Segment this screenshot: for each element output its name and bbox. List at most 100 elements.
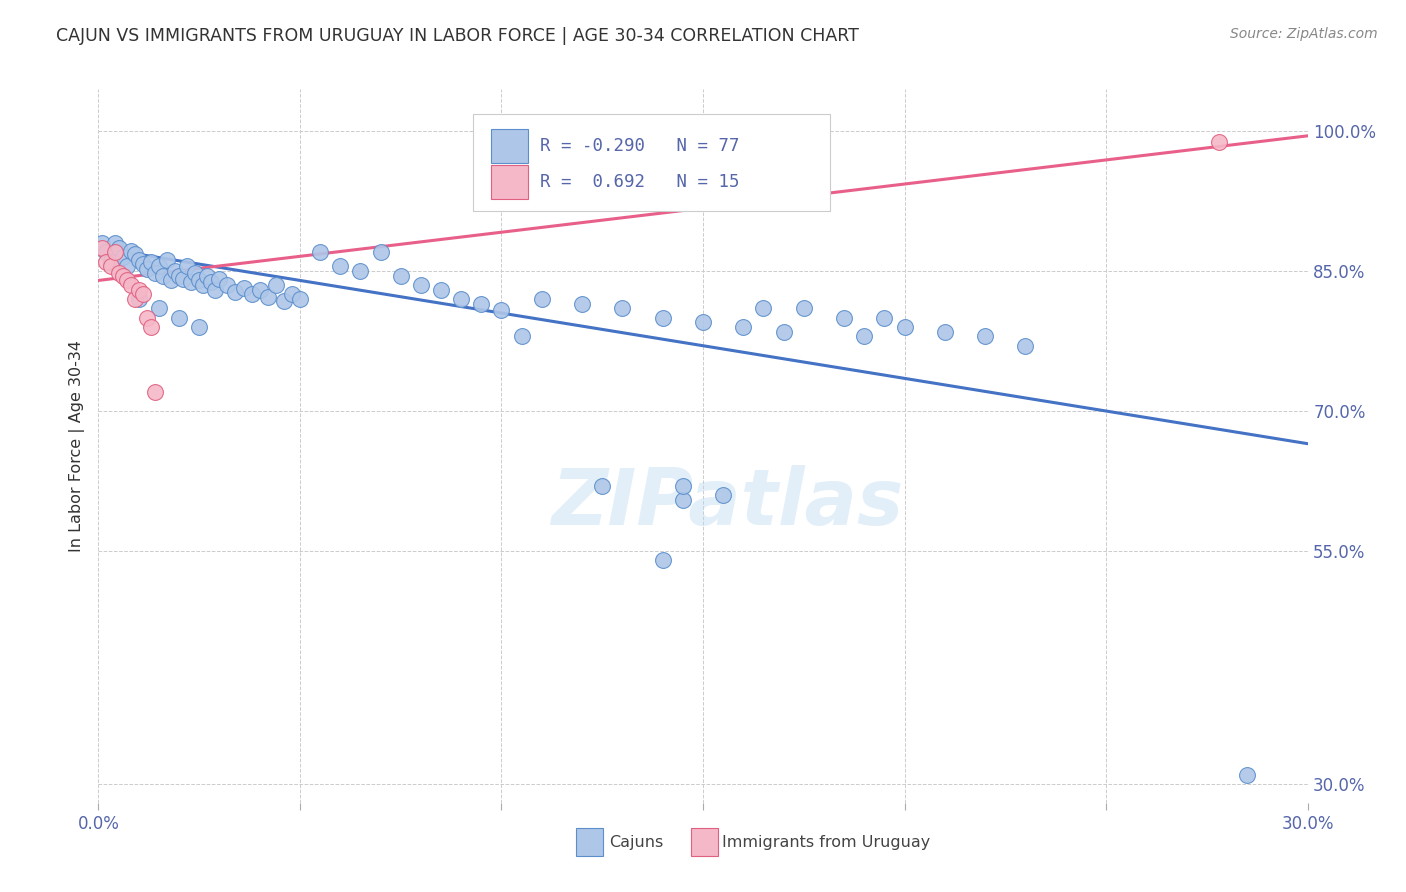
Text: Immigrants from Uruguay: Immigrants from Uruguay — [723, 835, 931, 849]
Point — [752, 301, 775, 316]
Point — [107, 266, 129, 280]
Point — [370, 245, 392, 260]
Point — [148, 260, 170, 274]
Point — [167, 268, 190, 283]
Text: Cajuns: Cajuns — [609, 835, 664, 849]
Point — [224, 285, 246, 299]
Point — [180, 275, 202, 289]
FancyBboxPatch shape — [576, 829, 603, 855]
Point — [264, 278, 287, 293]
Point — [103, 245, 125, 260]
Point — [329, 260, 352, 274]
Text: Source: ZipAtlas.com: Source: ZipAtlas.com — [1230, 27, 1378, 41]
Point — [349, 264, 371, 278]
Point — [193, 278, 215, 293]
Point — [96, 245, 118, 260]
Point — [651, 553, 673, 567]
Point — [120, 278, 142, 293]
Point — [240, 287, 263, 301]
Point — [128, 292, 150, 306]
Point — [128, 283, 150, 297]
Point — [1208, 136, 1230, 150]
Point — [124, 247, 146, 261]
Point — [974, 329, 997, 343]
Point — [96, 254, 118, 268]
Point — [176, 260, 198, 274]
Text: R = -0.290   N = 77: R = -0.290 N = 77 — [540, 137, 740, 155]
Point — [288, 292, 311, 306]
Text: ZIPatlas: ZIPatlas — [551, 465, 903, 541]
Point — [309, 245, 332, 260]
Text: CAJUN VS IMMIGRANTS FROM URUGUAY IN LABOR FORCE | AGE 30-34 CORRELATION CHART: CAJUN VS IMMIGRANTS FROM URUGUAY IN LABO… — [56, 27, 859, 45]
Point — [107, 241, 129, 255]
Point — [853, 329, 876, 343]
Point — [711, 488, 734, 502]
Point — [91, 241, 114, 255]
Point — [256, 290, 278, 304]
Point — [832, 310, 855, 325]
Point — [491, 303, 513, 318]
Point — [672, 478, 695, 492]
Point — [135, 262, 157, 277]
Point — [188, 273, 211, 287]
Point — [172, 271, 194, 285]
Point — [143, 385, 166, 400]
Point — [132, 287, 155, 301]
Point — [100, 260, 122, 274]
Point — [103, 236, 125, 251]
Point — [148, 301, 170, 316]
FancyBboxPatch shape — [492, 129, 527, 163]
Point — [120, 244, 142, 258]
Point — [115, 260, 138, 274]
Point — [672, 492, 695, 507]
Point — [692, 315, 714, 329]
Point — [530, 292, 553, 306]
Point — [139, 254, 162, 268]
Y-axis label: In Labor Force | Age 30-34: In Labor Force | Age 30-34 — [69, 340, 86, 552]
Point — [204, 283, 226, 297]
Point — [409, 278, 432, 293]
Text: R =  0.692   N = 15: R = 0.692 N = 15 — [540, 173, 740, 191]
Point — [156, 252, 179, 267]
Point — [128, 252, 150, 267]
Point — [612, 301, 634, 316]
Point — [195, 268, 218, 283]
FancyBboxPatch shape — [492, 165, 527, 199]
Point — [1236, 768, 1258, 782]
Point — [152, 268, 174, 283]
Point — [450, 292, 472, 306]
Point — [135, 310, 157, 325]
Point — [111, 268, 134, 283]
Point — [111, 250, 134, 264]
Point — [571, 297, 593, 311]
Point — [389, 268, 412, 283]
Point — [139, 320, 162, 334]
Point — [733, 320, 755, 334]
Point — [651, 310, 673, 325]
Point — [167, 310, 190, 325]
Point — [430, 283, 453, 297]
Point — [160, 273, 183, 287]
Point — [470, 297, 492, 311]
Point — [591, 478, 613, 492]
FancyBboxPatch shape — [690, 829, 717, 855]
Point — [188, 320, 211, 334]
Point — [91, 236, 114, 251]
Point — [232, 281, 254, 295]
Point — [1014, 339, 1036, 353]
Point — [184, 266, 207, 280]
Point — [124, 292, 146, 306]
Point — [115, 273, 138, 287]
Point — [143, 266, 166, 280]
Point — [208, 271, 231, 285]
Point — [217, 278, 239, 293]
Point — [793, 301, 815, 316]
FancyBboxPatch shape — [474, 114, 830, 211]
Point — [273, 293, 295, 308]
Point — [510, 329, 533, 343]
Point — [163, 264, 186, 278]
Point — [249, 283, 271, 297]
Point — [281, 287, 304, 301]
Point — [772, 325, 794, 339]
Point — [934, 325, 956, 339]
